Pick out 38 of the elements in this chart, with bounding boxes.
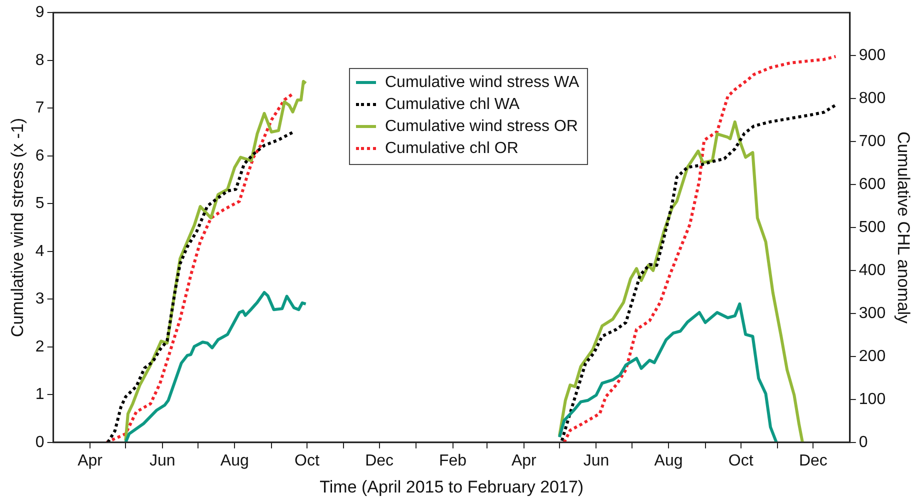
y2-tick-label: 800	[858, 90, 886, 107]
y-tick-label: 8	[35, 52, 44, 69]
y2-axis-title: Cumulative CHL anomaly	[894, 131, 914, 324]
x-tick-label: Oct	[728, 452, 754, 470]
y-tick-label: 9	[35, 4, 44, 22]
x-tick-label: Aug	[220, 452, 249, 470]
legend-label: Cumulative wind stress OR	[385, 118, 578, 135]
x-axis-title: Time (April 2015 to February 2017)	[320, 477, 584, 496]
x-tick-label: Apr	[78, 452, 104, 470]
legend-label: Cumulative wind stress WA	[385, 74, 580, 91]
y-tick-label: 2	[35, 338, 44, 356]
y2-tick-label: 700	[858, 132, 886, 150]
y2-tick-label: 500	[858, 218, 886, 236]
x-tick-label: Dec	[365, 452, 394, 470]
x-tick-label: Aug	[654, 452, 683, 470]
y2-tick-label: 200	[858, 348, 886, 365]
x-tick-label: Apr	[511, 452, 538, 470]
y2-tick-label: 100	[858, 390, 886, 408]
y-tick-label: 0	[35, 434, 44, 451]
y2-tick-label: 600	[858, 176, 886, 193]
legend-label: Cumulative chl OR	[385, 140, 518, 157]
y-tick-label: 3	[35, 290, 44, 308]
y2-tick-label: 300	[858, 304, 886, 322]
x-tick-label: Feb	[439, 452, 467, 470]
x-tick-label: Dec	[798, 452, 828, 470]
y-tick-label: 5	[35, 195, 44, 212]
y2-tick-label: 400	[858, 262, 886, 279]
y-tick-label: 7	[35, 100, 44, 117]
x-tick-label: Jun	[583, 452, 610, 470]
y2-tick-label: 0	[858, 434, 868, 451]
y-tick-label: 4	[35, 242, 44, 260]
x-tick-label: Oct	[294, 452, 320, 470]
y2-tick-label: 900	[858, 46, 886, 64]
y-tick-label: 6	[35, 147, 44, 164]
y-tick-label: 1	[35, 386, 44, 404]
x-tick-label: Jun	[149, 452, 176, 470]
legend-label: Cumulative chl WA	[385, 96, 520, 113]
y-axis-title: Cumulative wind stress (x -1)	[8, 118, 27, 338]
